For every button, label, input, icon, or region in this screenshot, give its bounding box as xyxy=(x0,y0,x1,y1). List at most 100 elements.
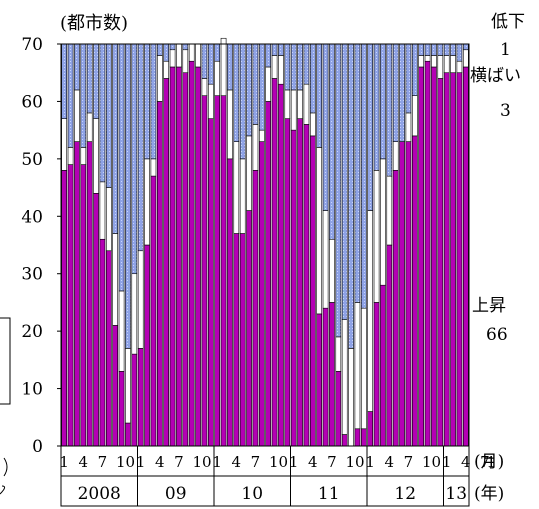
y-tick-label: 40 xyxy=(21,207,43,227)
y-axis-ticks: 0 10 20 30 40 50 60 70 xyxy=(21,35,61,457)
bar-flat xyxy=(163,60,170,79)
bar-increase xyxy=(169,66,176,447)
bar-increase xyxy=(437,78,444,447)
bars-group xyxy=(61,37,469,447)
bar-increase xyxy=(354,428,361,447)
bar-increase xyxy=(214,95,221,447)
bar-flat xyxy=(392,141,399,171)
bar-flat xyxy=(118,290,125,372)
bar-increase xyxy=(265,101,272,447)
bar-decrease xyxy=(405,43,412,114)
bar-increase xyxy=(163,78,170,447)
legend-label-decrease: 低下 xyxy=(491,12,525,32)
x-tick-label-month: 1 xyxy=(487,453,497,471)
x-tick-label-month: 10 xyxy=(346,453,365,471)
bar-decrease xyxy=(380,43,386,160)
bar-increase xyxy=(131,353,138,447)
bar-decrease xyxy=(462,43,469,51)
bar-decrease xyxy=(322,43,329,211)
legend-label-increase: 上昇 xyxy=(472,296,506,316)
bar-increase xyxy=(278,83,284,447)
bar-flat xyxy=(456,60,463,74)
bar-decrease xyxy=(118,43,125,292)
bar-flat xyxy=(335,336,342,372)
bar-increase xyxy=(252,170,259,447)
bar-decrease xyxy=(443,43,450,56)
x-axis-year-unit: (年) xyxy=(474,484,505,504)
bar-increase xyxy=(105,250,112,447)
bar-flat xyxy=(450,55,456,74)
bar-increase xyxy=(207,118,214,447)
y-tick-label: 30 xyxy=(21,265,43,285)
bar-flat xyxy=(233,141,240,234)
bar-decrease xyxy=(411,43,418,96)
x-tick-label-month: 10 xyxy=(193,453,212,471)
x-tick-label-month: 4 xyxy=(461,453,471,471)
legend-label-flat: 横ばい xyxy=(470,66,521,86)
bar-increase xyxy=(144,244,150,447)
bar-increase xyxy=(246,210,252,447)
bar-decrease xyxy=(309,43,316,114)
bar-flat xyxy=(341,319,348,435)
bar-flat xyxy=(188,43,195,62)
bar-decrease xyxy=(360,43,367,309)
bar-increase xyxy=(67,164,74,447)
bar-increase xyxy=(201,95,208,447)
bar-increase xyxy=(322,307,329,447)
bar-increase xyxy=(431,66,437,447)
bar-flat xyxy=(201,78,208,96)
bar-decrease xyxy=(105,43,112,188)
x-tick-label-month: 7 xyxy=(98,453,108,471)
bar-flat xyxy=(131,273,138,355)
bar-flat xyxy=(424,55,431,62)
bar-increase xyxy=(297,118,303,447)
bar-decrease xyxy=(246,43,252,137)
bar-decrease xyxy=(303,43,310,85)
bar-decrease xyxy=(297,43,303,91)
bar-decrease xyxy=(156,43,163,56)
bar-flat xyxy=(207,83,214,119)
bar-flat xyxy=(246,135,252,211)
x-tick-label-month: 1 xyxy=(365,453,375,471)
bar-flat xyxy=(125,348,131,424)
bar-flat xyxy=(405,112,412,142)
x-tick-label-month: 4 xyxy=(232,453,242,471)
bar-decrease xyxy=(214,43,221,62)
bar-flat xyxy=(265,66,272,102)
bar-flat xyxy=(86,112,93,142)
x-tick-label-year: 13 xyxy=(445,484,467,504)
bar-decrease xyxy=(316,43,323,148)
bar-flat xyxy=(348,348,354,447)
x-tick-label-month: 4 xyxy=(308,453,318,471)
bar-flat xyxy=(437,55,444,79)
bar-increase xyxy=(188,60,195,447)
bar-flat xyxy=(214,60,221,96)
legend-value-decrease: 1 xyxy=(500,40,511,60)
bar-flat xyxy=(271,55,278,79)
bar-increase xyxy=(86,141,93,447)
bar-flat xyxy=(176,43,182,68)
x-tick-label-month: 7 xyxy=(480,453,490,471)
bar-decrease xyxy=(373,43,380,171)
bar-decrease xyxy=(348,43,354,349)
bar-increase xyxy=(405,141,412,447)
x-tick-label-month: 4 xyxy=(385,453,395,471)
bar-increase xyxy=(220,95,227,447)
bar-decrease xyxy=(431,43,437,56)
bar-increase xyxy=(112,325,119,447)
bar-increase xyxy=(290,129,297,447)
bar-increase xyxy=(424,60,431,447)
x-tick-label-month: 10 xyxy=(116,453,135,471)
bar-decrease xyxy=(278,43,284,56)
bar-increase xyxy=(239,233,246,447)
x-tick-label-month: 7 xyxy=(174,453,184,471)
bar-increase xyxy=(61,170,68,447)
x-tick-label-year: 2008 xyxy=(78,484,121,504)
bar-increase xyxy=(195,66,201,447)
bar-decrease xyxy=(227,43,233,91)
bar-flat xyxy=(258,129,265,142)
bar-decrease xyxy=(386,43,393,177)
bar-decrease xyxy=(182,43,189,51)
x-tick-label-month: 1 xyxy=(136,453,146,471)
x-tick-label-month: 10 xyxy=(422,453,441,471)
